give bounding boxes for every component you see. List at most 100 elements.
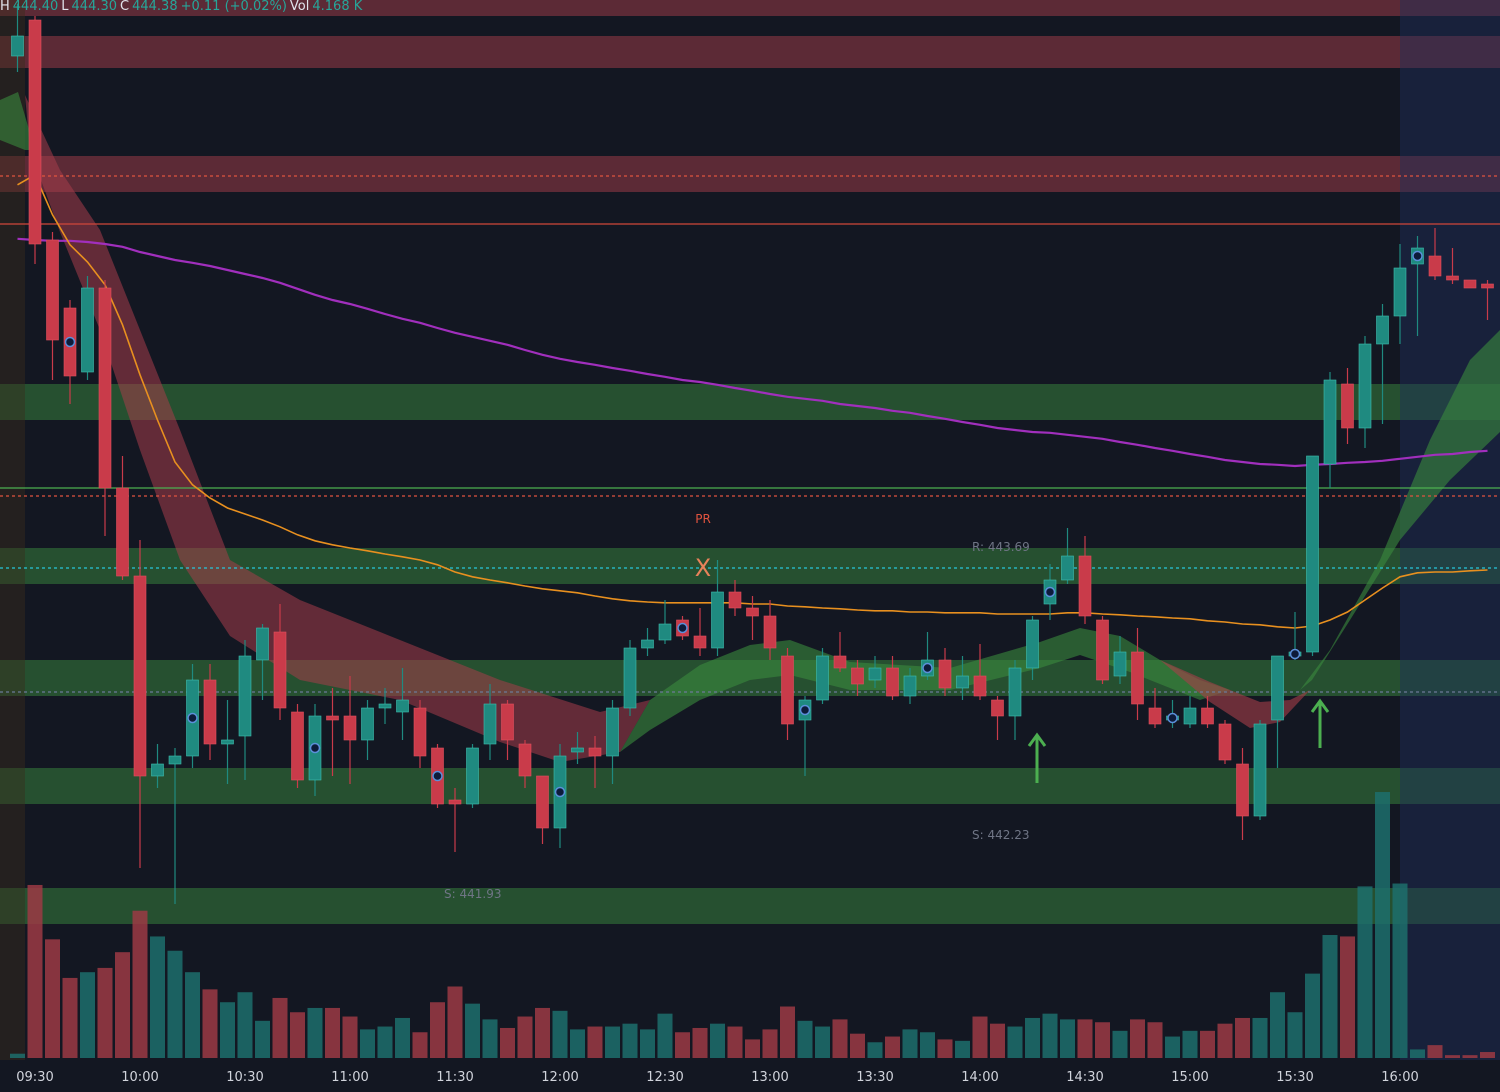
volume-bar [972, 1016, 988, 1058]
volume-bar [955, 1040, 970, 1058]
volume-bar [80, 972, 95, 1058]
ohlc-legend: H 444.40 L 444.30 C 444.38 +0.11 (+0.02%) Vol 4.… [0, 0, 365, 14]
candle-body [1341, 383, 1354, 429]
candle-body [326, 715, 339, 721]
volume-bar [1165, 1036, 1180, 1058]
candle-body [728, 591, 742, 609]
volume-bar [1445, 1055, 1460, 1058]
x-tick-label: 16:00 [1381, 1070, 1418, 1085]
candle-body [291, 711, 304, 781]
levels [0, 175, 1500, 693]
volume-bar [500, 1027, 515, 1058]
volume-bar [832, 1019, 848, 1058]
candle-body [1078, 555, 1092, 617]
candle-body [81, 287, 94, 373]
volume-bar [745, 1039, 760, 1058]
candle-body [851, 667, 864, 685]
volume-bar [1375, 792, 1390, 1058]
volume-bar [1252, 1017, 1268, 1058]
volume-bar [552, 1010, 568, 1058]
candle-body [133, 575, 147, 777]
volume-bar [1200, 1030, 1215, 1058]
volume-bar [710, 1023, 725, 1058]
volume-bar [937, 1039, 953, 1058]
x-tick-label: 10:00 [121, 1070, 158, 1085]
postmarket-shade [1400, 0, 1500, 1060]
x-tick-label: 12:30 [646, 1070, 683, 1085]
candle-body [1236, 763, 1249, 817]
candle-body [98, 287, 112, 489]
candle-body [221, 739, 234, 745]
zone [0, 36, 1500, 68]
annotation: S: 442.23 [972, 828, 1029, 842]
candle-body [1253, 723, 1267, 817]
candle-body [448, 799, 462, 805]
volume-bar [220, 1002, 235, 1058]
candles [11, 4, 1494, 904]
volume-bar [1392, 883, 1408, 1058]
volume-bar [255, 1020, 270, 1058]
volume-bar [1060, 1019, 1075, 1058]
candle-body [343, 715, 357, 741]
volume-bar [1025, 1017, 1040, 1058]
volume-bar [1427, 1045, 1443, 1058]
x-tick-label: 15:30 [1276, 1070, 1313, 1085]
signal-dot [64, 336, 76, 348]
volume-bar [412, 1032, 428, 1058]
volume-bar [272, 997, 288, 1058]
green-cloud [620, 628, 1230, 752]
x-tick-label: 11:00 [331, 1070, 368, 1085]
candle-body [46, 239, 59, 341]
volume-bar [1480, 1052, 1495, 1058]
candle-body [1428, 255, 1442, 277]
candle-body [483, 703, 497, 745]
volume-bar [202, 989, 218, 1058]
signal-dot [922, 662, 933, 674]
legend-text: L [61, 0, 69, 14]
annotation: PR [695, 512, 711, 526]
candle-body [1183, 707, 1197, 725]
candle-body [868, 667, 882, 681]
signal-dot [1167, 712, 1178, 724]
volume-bar [395, 1017, 410, 1058]
x-tick-label: 14:00 [961, 1070, 998, 1085]
candle-body [956, 675, 969, 689]
zone [0, 888, 1500, 924]
volume-bar [675, 1032, 690, 1058]
candle-body [641, 639, 654, 649]
volume-bar [850, 1033, 865, 1058]
volume-bar [1130, 1019, 1145, 1058]
volume-bar [377, 1026, 393, 1058]
signal-dot [799, 704, 811, 716]
candle-body [711, 591, 724, 649]
candle-body [518, 743, 532, 777]
candle-body [833, 655, 847, 669]
time-axis-labels: 09:30 10:00 10:30 11:00 11:30 12:00 12:30 13:00… [16, 1070, 1418, 1085]
volume-bar [1147, 1022, 1163, 1058]
candle-body [378, 703, 392, 709]
volume-bar [342, 1016, 358, 1058]
volume-bar [447, 986, 463, 1058]
signal-dot [677, 622, 688, 634]
candle-body [763, 615, 777, 649]
legend-text: +0.11 (+0.02%) [180, 0, 287, 14]
volume-bar [1287, 1012, 1303, 1058]
candle-body [536, 775, 549, 829]
candle-body [1358, 343, 1372, 429]
signal-dot [432, 770, 443, 782]
volume-bar [62, 977, 78, 1058]
candle-body [886, 667, 899, 697]
candle-body [413, 707, 427, 757]
candle-body [1463, 279, 1477, 289]
up-arrow [1310, 698, 1330, 748]
candle-body [28, 19, 42, 245]
legend-text: 444.30 [71, 0, 118, 14]
candle-body [938, 659, 952, 689]
signal-dot [1412, 250, 1423, 262]
candle-body [781, 655, 794, 725]
candle-body [746, 607, 759, 617]
volume-bar [1042, 1013, 1058, 1058]
volume-bar [167, 950, 183, 1058]
candle-body [466, 747, 479, 805]
